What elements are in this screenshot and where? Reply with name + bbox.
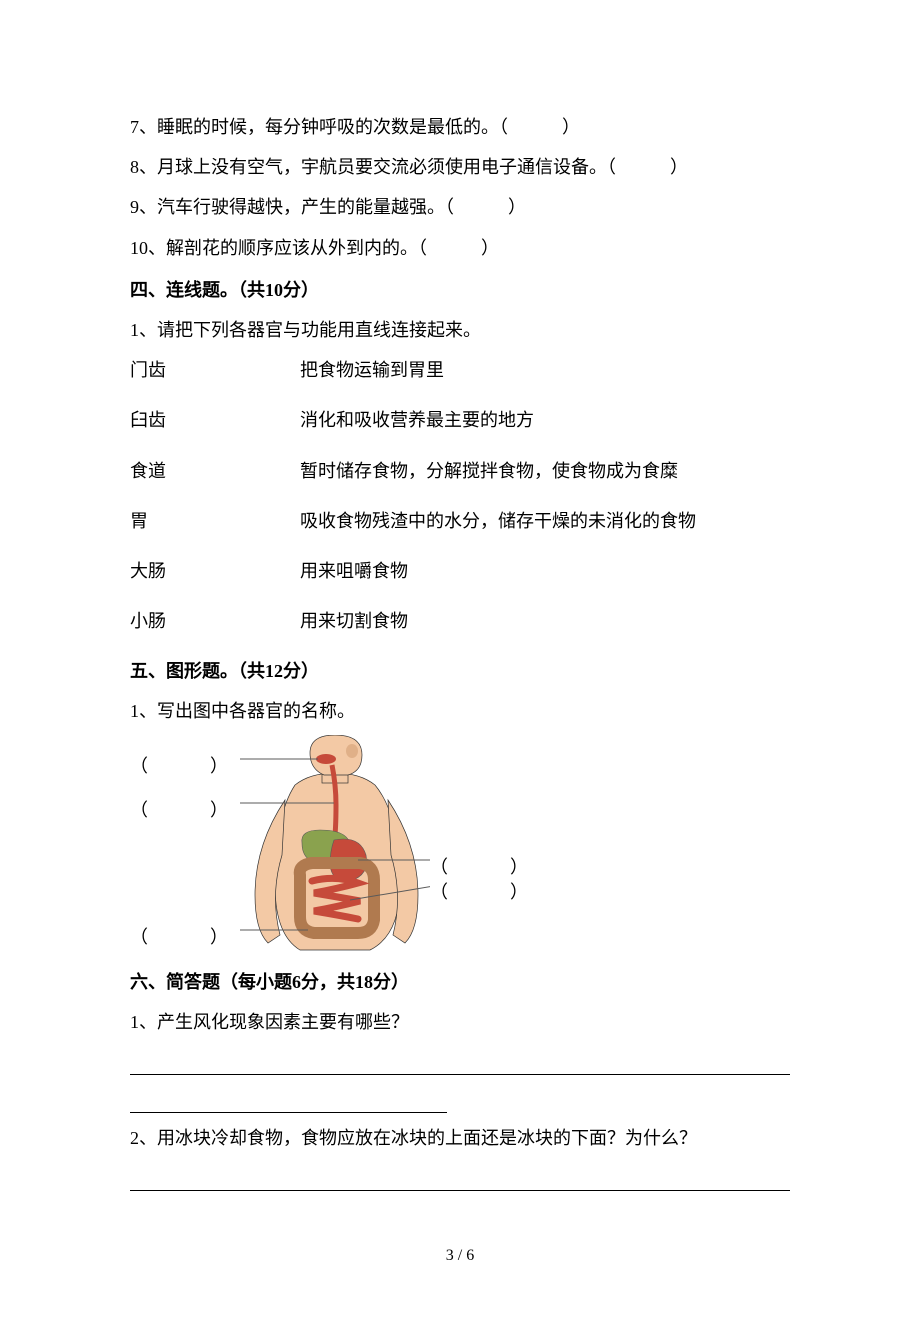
matching-row: 食道 暂时储存食物，分解搅拌食物，使食物成为食糜 (130, 454, 790, 488)
matching-right: 吸收食物残渣中的水分，储存干燥的未消化的食物 (300, 504, 790, 538)
section5-prompt: 1、写出图中各器官的名称。 (130, 694, 790, 728)
figure-blank-1: （ ） (130, 749, 230, 783)
figure-blank-5: （ ） (430, 875, 530, 909)
matching-left: 食道 (130, 454, 300, 488)
matching-row: 臼齿 消化和吸收营养最主要的地方 (130, 403, 790, 437)
section4-prompt: 1、请把下列各器官与功能用直线连接起来。 (130, 313, 790, 347)
section6-heading: 六、简答题（每小题6分，共18分） (130, 965, 790, 999)
section5-heading: 五、图形题。（共12分） (130, 654, 790, 688)
matching-right: 把食物运输到胃里 (300, 353, 790, 387)
tf-q10: 10、解剖花的顺序应该从外到内的。（ ） (130, 231, 790, 265)
matching-left: 胃 (130, 504, 300, 538)
matching-table: 门齿 把食物运输到胃里 臼齿 消化和吸收营养最主要的地方 食道 暂时储存食物，分… (130, 353, 790, 638)
matching-left: 大肠 (130, 554, 300, 588)
page-number: 3 / 6 (130, 1241, 790, 1271)
organ-figure: （ ） （ ） （ ） （ ） （ ） (130, 735, 430, 955)
section6-q1: 1、产生风化现象因素主要有哪些？ (130, 1005, 790, 1039)
answer-line (130, 1161, 790, 1191)
answer-line (130, 1045, 790, 1075)
matching-right: 暂时储存食物，分解搅拌食物，使食物成为食糜 (300, 454, 790, 488)
body-diagram-icon (240, 735, 430, 955)
answer-line (130, 1083, 447, 1113)
matching-row: 小肠 用来切割食物 (130, 604, 790, 638)
tf-q9: 9、汽车行驶得越快，产生的能量越强。（ ） (130, 190, 790, 224)
section6-q2: 2、用冰块冷却食物，食物应放在冰块的上面还是冰块的下面？为什么？ (130, 1121, 790, 1155)
matching-row: 大肠 用来咀嚼食物 (130, 554, 790, 588)
matching-left: 小肠 (130, 604, 300, 638)
tf-q7: 7、睡眠的时候，每分钟呼吸的次数是最低的。（ ） (130, 110, 790, 144)
matching-left: 门齿 (130, 353, 300, 387)
matching-row: 胃 吸收食物残渣中的水分，储存干燥的未消化的食物 (130, 504, 790, 538)
matching-row: 门齿 把食物运输到胃里 (130, 353, 790, 387)
section4-heading: 四、连线题。（共10分） (130, 273, 790, 307)
matching-right: 消化和吸收营养最主要的地方 (300, 403, 790, 437)
figure-blank-3: （ ） (130, 920, 230, 954)
figure-blank-2: （ ） (130, 793, 230, 827)
matching-right: 用来咀嚼食物 (300, 554, 790, 588)
matching-right: 用来切割食物 (300, 604, 790, 638)
matching-left: 臼齿 (130, 403, 300, 437)
tf-q8: 8、月球上没有空气，宇航员要交流必须使用电子通信设备。（ ） (130, 150, 790, 184)
